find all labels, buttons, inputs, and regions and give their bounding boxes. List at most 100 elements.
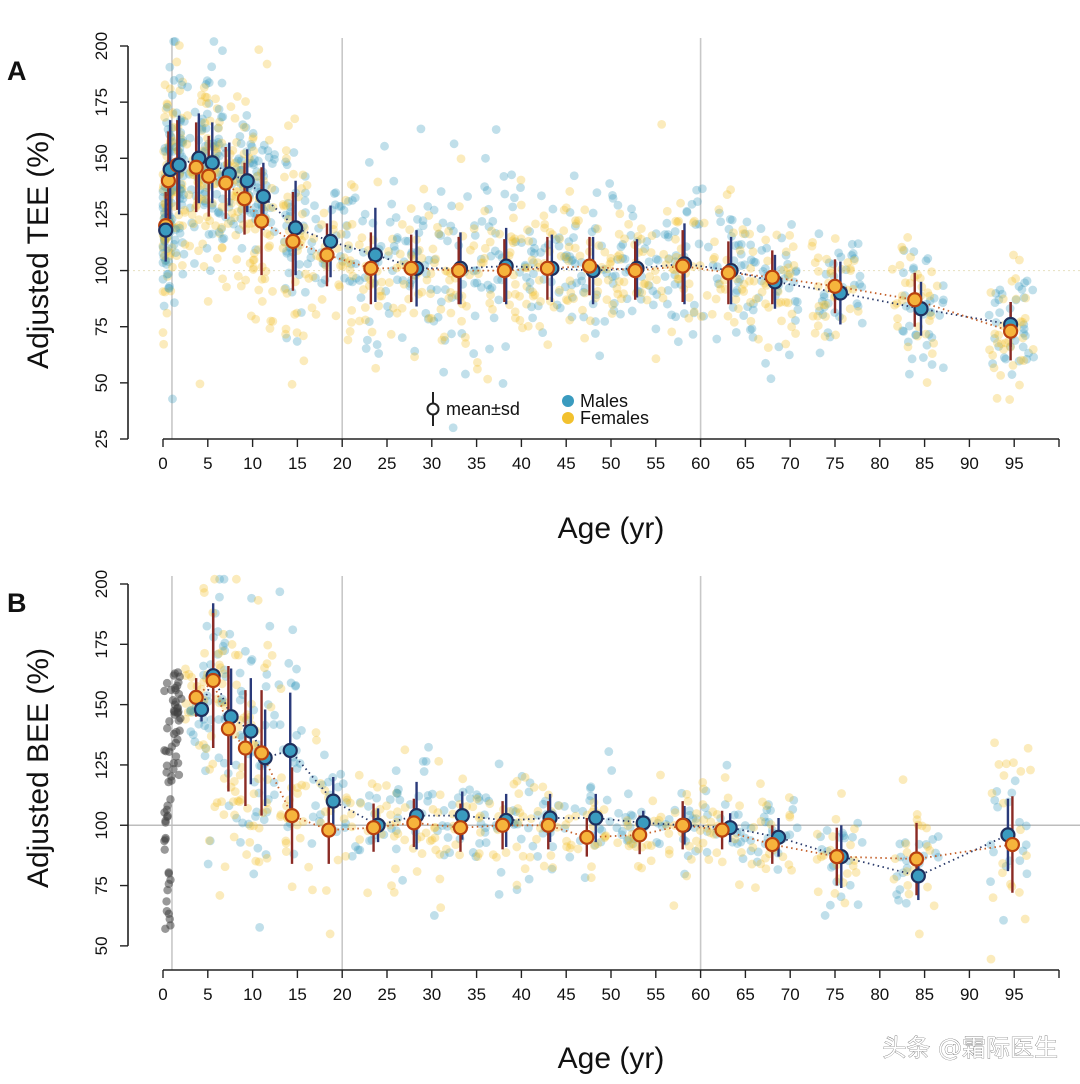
female-data-point (1026, 765, 1035, 775)
male-data-point (183, 82, 193, 92)
male-data-point (163, 269, 173, 279)
female-data-point (544, 790, 553, 800)
female-data-point (160, 80, 170, 90)
female-data-point (784, 860, 794, 869)
male-data-point (608, 279, 618, 288)
female-data-point (684, 313, 694, 323)
female-data-point (512, 776, 522, 786)
male-data-point (457, 329, 467, 338)
female-data-point (749, 276, 759, 286)
male-data-point (494, 759, 504, 769)
legend-mean-sd-label: mean±sd (446, 399, 520, 419)
male-data-point (187, 185, 196, 195)
female-data-point (599, 805, 609, 814)
male-mean-marker (158, 222, 174, 238)
male-data-point (439, 367, 449, 377)
male-data-point (817, 844, 827, 854)
male-data-point (314, 223, 323, 233)
female-data-point (289, 169, 298, 179)
male-data-point (172, 108, 182, 118)
female-data-point (168, 262, 177, 272)
female-data-point (613, 289, 623, 299)
male-data-point (508, 806, 518, 815)
female-data-point (561, 203, 571, 213)
male-data-point (586, 791, 596, 801)
male-data-point (597, 826, 607, 835)
female-data-point (485, 799, 495, 809)
female-data-point (754, 334, 763, 344)
female-data-point (210, 574, 220, 584)
male-data-point (694, 239, 704, 249)
infant-data-point (162, 805, 172, 815)
female-mean-marker (284, 807, 300, 824)
male-data-point (342, 798, 351, 807)
female-data-point (559, 205, 569, 215)
male-data-point (1015, 856, 1025, 866)
female-data-point (694, 844, 703, 854)
female-data-point (233, 271, 243, 281)
female-data-point (785, 810, 795, 820)
female-data-point (729, 228, 738, 238)
male-data-point (525, 778, 535, 788)
male-data-point (1007, 788, 1017, 798)
male-data-point (608, 194, 618, 203)
female-data-point (268, 317, 278, 326)
male-data-point (1022, 276, 1032, 286)
male-data-point (997, 289, 1007, 299)
female-mean-marker (237, 740, 254, 756)
female-data-point (174, 41, 184, 50)
female-data-point (260, 274, 270, 284)
male-data-point (292, 337, 302, 346)
female-data-point (573, 844, 583, 854)
female-data-point (241, 97, 250, 106)
male-data-point (439, 806, 449, 815)
male-data-point (175, 73, 185, 83)
female-data-point (478, 258, 488, 268)
female-data-point (232, 255, 242, 264)
male-data-point (164, 283, 174, 293)
male-data-point (670, 270, 680, 280)
female-data-point (923, 842, 932, 851)
female-data-point (232, 92, 242, 101)
female-data-point (263, 805, 273, 814)
male-data-point (740, 833, 750, 843)
male-data-point (177, 80, 187, 90)
male-data-point (421, 269, 431, 279)
female-data-point (387, 881, 396, 890)
female-data-point (923, 882, 932, 892)
female-data-point (298, 331, 308, 341)
female-data-point (229, 832, 239, 842)
female-data-point (354, 770, 364, 780)
female-data-point (416, 832, 426, 842)
male-data-point (931, 848, 940, 858)
female-data-point (317, 295, 327, 304)
male-data-point (652, 290, 662, 299)
female-data-point (988, 350, 998, 360)
female-data-point (443, 267, 452, 276)
male-data-point (618, 826, 627, 836)
male-data-point (397, 333, 407, 343)
legend-males-label: Males (580, 391, 628, 411)
male-data-point (1022, 354, 1032, 364)
male-data-point (236, 686, 246, 696)
female-data-point (990, 329, 1000, 339)
x-tick-label: 95 (1005, 985, 1024, 1004)
female-data-point (845, 304, 855, 314)
female-data-point (783, 263, 793, 273)
x-tick-label: 85 (915, 985, 934, 1004)
y-tick-label: 125 (92, 751, 111, 779)
female-data-point (761, 853, 770, 863)
female-data-point (363, 888, 373, 898)
female-data-point (297, 780, 307, 790)
female-data-point (163, 100, 172, 110)
female-data-point (345, 798, 355, 808)
male-data-point (291, 681, 300, 691)
female-mean-marker (365, 820, 382, 836)
male-data-point (572, 278, 581, 288)
male-data-point (925, 296, 935, 306)
female-data-point (367, 327, 377, 337)
male-data-point (740, 821, 750, 830)
male-data-point (496, 867, 506, 877)
male-data-point (233, 156, 243, 166)
male-data-point (685, 810, 695, 820)
